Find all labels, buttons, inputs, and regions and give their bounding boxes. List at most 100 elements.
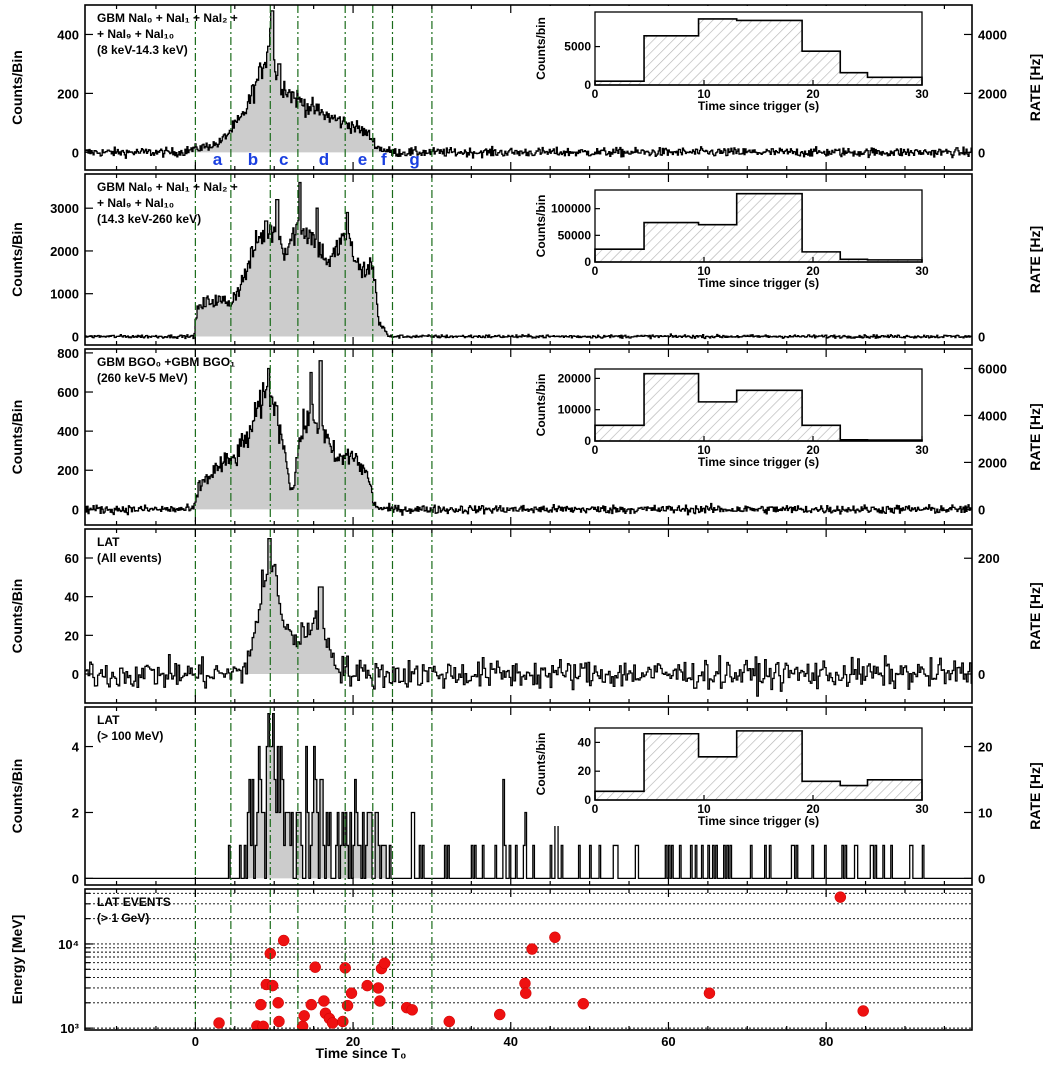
lat-event-point — [519, 977, 531, 990]
inset-y-tick-label: 5000 — [564, 40, 591, 54]
y-tick-label: 20 — [65, 628, 79, 643]
x-tick-label: 40 — [504, 1034, 518, 1049]
inset-x-tick-label: 30 — [915, 87, 929, 101]
plot-area — [85, 181, 972, 340]
panel-lat-events: 10³ 10⁴ Energy [MeV] LAT EVENTS (> 1 GeV) — [9, 888, 973, 1036]
panel-frame — [84, 706, 973, 886]
interval-label-c: c — [279, 150, 288, 169]
interval-label-a: a — [213, 150, 223, 169]
interval-label-b: b — [248, 150, 258, 169]
inset-y-tick-label: 0 — [584, 78, 591, 92]
inset-x-tick-label: 0 — [592, 443, 599, 457]
inset-x-tick-label: 10 — [697, 87, 711, 101]
y-tick-label: 400 — [57, 424, 79, 439]
inset-histogram — [594, 18, 923, 86]
inset-frame — [594, 189, 923, 263]
y-axis-label: Counts/Bin — [9, 579, 25, 654]
lat-event-point — [337, 1015, 349, 1028]
inset-y-label: Counts/bin — [534, 195, 548, 258]
lat-event-point — [326, 1017, 339, 1029]
lat-event-point — [526, 943, 538, 955]
lat-event-point — [549, 931, 561, 944]
inset-y-tick-label: 20000 — [558, 371, 592, 385]
y-tick-label: 600 — [57, 385, 79, 400]
source-fill — [85, 182, 972, 337]
right-y-tick-label: 0 — [978, 667, 985, 682]
panel-lat-all: 0 20 40 60 0 200 Counts/Bin RATE [Hz] LAT (All ev… — [9, 528, 1043, 704]
lat-event-point — [318, 995, 330, 1007]
lat-event-point — [834, 891, 847, 903]
panel-frame — [84, 173, 973, 346]
x-tick-label: 80 — [819, 1034, 833, 1049]
y-axis-label: Energy [MeV] — [9, 915, 25, 1004]
panel-annotation: (All events) — [97, 551, 162, 565]
x-tick-label: 0 — [192, 1034, 199, 1049]
inset-gbm-nai-low: 0 10 20 30 0 5000 Time since trigger (s) Counts… — [534, 6, 934, 113]
right-y-tick-label: 0 — [978, 145, 985, 160]
plot-area — [85, 891, 972, 1030]
lat-event-point — [266, 979, 279, 992]
right-y-tick-label: 2000 — [978, 455, 1007, 470]
panel-annotation: LAT — [97, 535, 120, 549]
y-tick-label: 2000 — [50, 244, 79, 259]
inset-y-tick-label: 20 — [578, 764, 592, 778]
y-tick-label: 60 — [65, 551, 79, 566]
right-y-tick-label: 10 — [978, 805, 992, 820]
right-y-axis-label: RATE [Hz] — [1027, 762, 1043, 829]
inset-x-tick-label: 0 — [592, 87, 599, 101]
panel-frame — [84, 348, 973, 526]
inset-y-tick-label: 10000 — [558, 403, 592, 417]
lat-event-point — [374, 995, 386, 1007]
lat-event-point — [493, 1008, 506, 1021]
panel-annotation: (> 100 MeV) — [97, 729, 163, 743]
panel-frame — [84, 888, 973, 1031]
inset-x-tick-label: 30 — [915, 443, 929, 457]
lat-event-point — [273, 1015, 285, 1028]
inset-x-label: Time since trigger (s) — [698, 99, 819, 113]
inset-x-label: Time since trigger (s) — [698, 814, 819, 828]
inset-y-label: Counts/bin — [534, 374, 548, 437]
light-curve — [85, 10, 972, 159]
panel-frame — [84, 528, 973, 704]
right-y-axis-label: RATE [Hz] — [1027, 226, 1043, 293]
inset-x-tick-label: 10 — [697, 443, 711, 457]
panel-annotation: LAT EVENTS — [97, 895, 171, 909]
lat-event-point — [255, 998, 267, 1011]
inset-histogram — [594, 372, 923, 442]
inset-y-label: Counts/bin — [534, 733, 548, 796]
inset-x-label: Time since trigger (s) — [698, 276, 819, 290]
right-y-tick-label: 20 — [978, 740, 992, 755]
inset-histogram — [594, 192, 923, 263]
inset-x-tick-label: 20 — [806, 87, 820, 101]
right-y-tick-label: 0 — [978, 871, 985, 886]
y-tick-label: 200 — [57, 463, 79, 478]
x-axis: 0 20 40 60 80 Time since T₀ — [192, 1034, 834, 1061]
y-axis-label: Counts/Bin — [9, 50, 25, 125]
x-tick-label: 60 — [661, 1034, 675, 1049]
inset-x-tick-label: 20 — [806, 802, 820, 816]
inset-y-tick-label: 40 — [578, 735, 592, 749]
x-axis-label: Time since T₀ — [316, 1045, 407, 1061]
lat-event-point — [341, 999, 354, 1012]
panel-annotation: + NaI₉ + NaI₁₀ — [97, 27, 174, 41]
panel-annotation: GBM NaI₀ + NaI₁ + NaI₂ + — [97, 180, 238, 194]
right-y-axis-label: RATE [Hz] — [1027, 54, 1043, 121]
y-tick-label: 0 — [72, 145, 79, 160]
interval-label-g: g — [409, 150, 419, 169]
plot-area — [85, 360, 972, 516]
y-axis-label: Counts/Bin — [9, 222, 25, 297]
lat-event-point — [406, 1004, 418, 1016]
source-fill — [85, 10, 972, 153]
right-y-tick-label: 4000 — [978, 408, 1007, 423]
light-curve — [85, 712, 972, 880]
inset-x-tick-label: 0 — [592, 802, 599, 816]
right-y-axis-label: RATE [Hz] — [1027, 403, 1043, 470]
inset-gbm-bgo: 0 10 20 30 0 10000 20000 Time since trigger (s)… — [534, 363, 934, 469]
panel-annotation: LAT — [97, 713, 120, 727]
right-y-tick-label: 6000 — [978, 361, 1007, 376]
right-y-tick-label: 0 — [978, 502, 985, 517]
inset-x-tick-label: 0 — [592, 264, 599, 278]
panel-annotation: GBM BGO₀ +GBM BGO₁ — [97, 355, 235, 369]
